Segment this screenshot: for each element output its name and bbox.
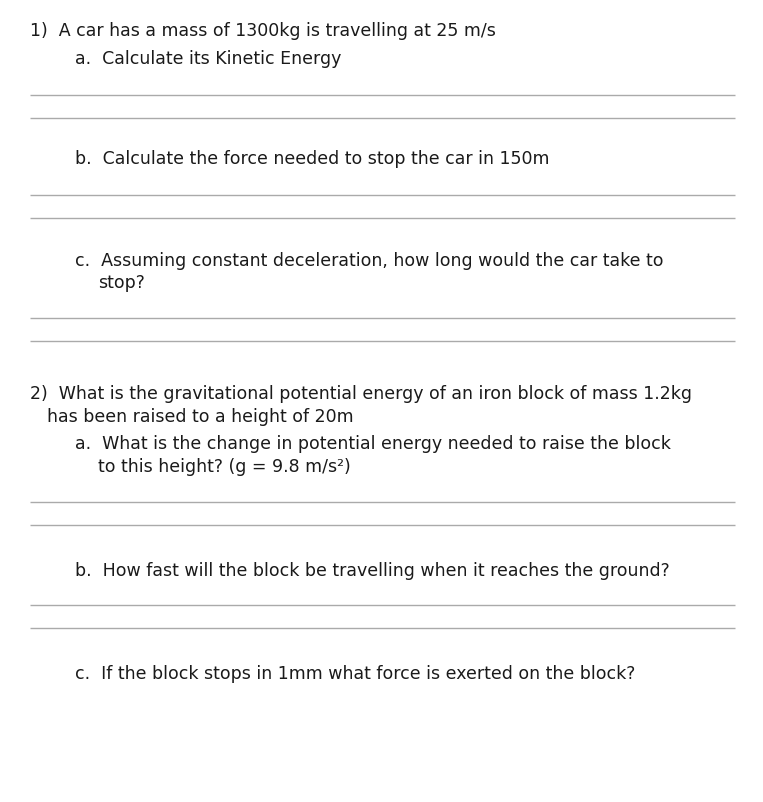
Text: has been raised to a height of 20m: has been raised to a height of 20m (47, 408, 353, 426)
Text: b.  How fast will the block be travelling when it reaches the ground?: b. How fast will the block be travelling… (75, 562, 670, 580)
Text: a.  What is the change in potential energy needed to raise the block: a. What is the change in potential energ… (75, 435, 671, 453)
Text: b.  Calculate the force needed to stop the car in 150m: b. Calculate the force needed to stop th… (75, 150, 549, 168)
Text: 1)  A car has a mass of 1300kg is travelling at 25 m/s: 1) A car has a mass of 1300kg is travell… (30, 22, 496, 40)
Text: c.  If the block stops in 1mm what force is exerted on the block?: c. If the block stops in 1mm what force … (75, 665, 636, 683)
Text: stop?: stop? (98, 274, 145, 292)
Text: 2)  What is the gravitational potential energy of an iron block of mass 1.2kg: 2) What is the gravitational potential e… (30, 385, 692, 403)
Text: c.  Assuming constant deceleration, how long would the car take to: c. Assuming constant deceleration, how l… (75, 252, 664, 270)
Text: a.  Calculate its Kinetic Energy: a. Calculate its Kinetic Energy (75, 50, 341, 68)
Text: to this height? (g = 9.8 m/s²): to this height? (g = 9.8 m/s²) (98, 458, 351, 476)
